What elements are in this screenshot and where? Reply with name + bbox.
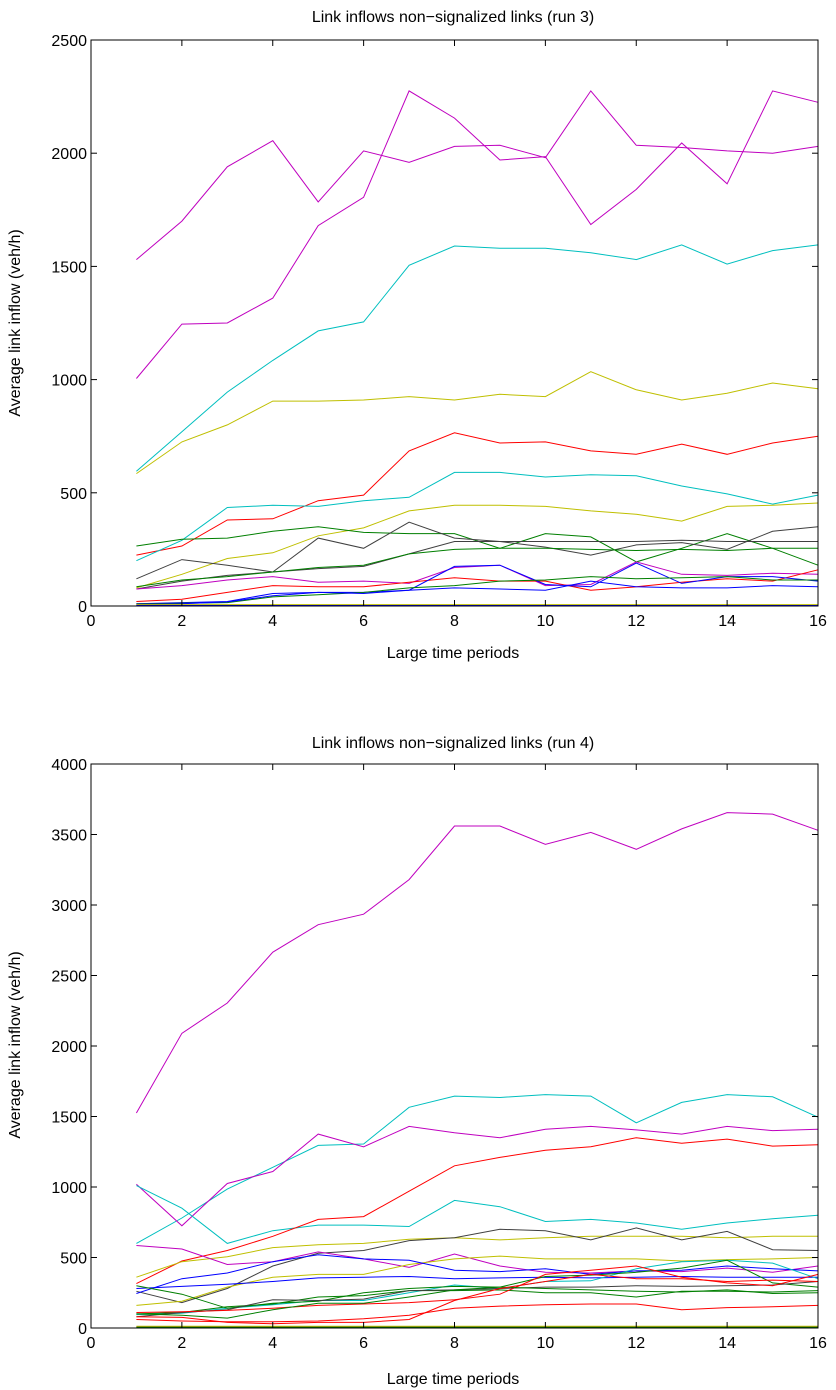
x-tick-label: 14 <box>718 1335 736 1352</box>
x-tick-label: 16 <box>809 1335 827 1352</box>
series-line-17 <box>136 1286 819 1319</box>
y-tick-label: 3000 <box>51 898 87 915</box>
series-line-5 <box>136 432 819 556</box>
series-line-8 <box>136 526 819 566</box>
series-line-4 <box>136 371 819 475</box>
series-line-5 <box>136 1137 819 1285</box>
y-tick-label: 3500 <box>51 828 87 845</box>
x-tick-label: 10 <box>536 1335 554 1352</box>
x-tick-label: 8 <box>450 613 459 630</box>
series-line-4 <box>136 1185 819 1244</box>
y-tick-label: 1500 <box>51 1110 87 1127</box>
y-tick-label: 2000 <box>51 1039 87 1056</box>
x-axis-label: Large time periods <box>387 1371 520 1388</box>
x-tick-label: 12 <box>627 613 645 630</box>
y-tick-label: 500 <box>60 1251 87 1268</box>
x-tick-label: 10 <box>536 613 554 630</box>
x-tick-label: 14 <box>718 613 736 630</box>
series-line-15 <box>136 1281 819 1318</box>
y-tick-label: 2000 <box>51 146 87 163</box>
series-line-14 <box>136 562 819 605</box>
series-line-6 <box>136 471 819 562</box>
series-line-1 <box>136 90 819 260</box>
x-tick-label: 8 <box>450 1335 459 1352</box>
series-line-2 <box>136 90 819 379</box>
plot-frame <box>90 763 819 1329</box>
series-line-1 <box>135 812 819 1114</box>
series-line-7 <box>136 502 819 589</box>
chart-run3: Link inflows non−signalized links (run 3… <box>7 9 827 662</box>
series-group <box>135 812 819 1328</box>
series-group <box>136 90 819 606</box>
series-line-18 <box>136 1303 819 1323</box>
series-line-10 <box>136 539 818 590</box>
chart-title: Link inflows non−signalized links (run 3… <box>312 9 594 26</box>
chart-title: Link inflows non−signalized links (run 4… <box>312 735 594 752</box>
plot-frame <box>90 39 819 607</box>
x-axis-label: Large time periods <box>387 645 520 662</box>
chart-run4: Link inflows non−signalized links (run 4… <box>7 735 827 1388</box>
x-tick-label: 2 <box>177 1335 186 1352</box>
y-tick-label: 2500 <box>51 33 87 50</box>
y-tick-label: 1000 <box>51 1180 87 1197</box>
x-tick-label: 12 <box>627 1335 645 1352</box>
y-tick-label: 1500 <box>51 259 87 276</box>
series-line-7 <box>136 1227 819 1304</box>
series-line-3 <box>136 244 819 472</box>
series-line-15 <box>136 576 818 605</box>
x-tick-label: 4 <box>268 1335 277 1352</box>
series-line-16 <box>136 580 819 605</box>
x-tick-label: 0 <box>87 1335 96 1352</box>
x-tick-label: 6 <box>359 613 368 630</box>
series-line-10 <box>136 1254 819 1294</box>
x-tick-label: 16 <box>809 613 827 630</box>
series-line-2 <box>136 1094 819 1244</box>
x-tick-label: 2 <box>177 613 186 630</box>
series-line-11 <box>136 1275 818 1289</box>
y-tick-label: 0 <box>78 1321 87 1338</box>
y-tick-label: 0 <box>78 599 87 616</box>
series-line-8 <box>136 1245 819 1274</box>
series-line-11 <box>136 547 818 588</box>
x-tick-label: 4 <box>268 613 277 630</box>
y-axis-label: Average link inflow (veh/h) <box>7 229 24 416</box>
series-line-9 <box>136 1255 819 1306</box>
y-tick-label: 1000 <box>51 373 87 390</box>
series-line-3 <box>136 1125 819 1227</box>
x-tick-label: 6 <box>359 1335 368 1352</box>
series-line-9 <box>136 521 819 580</box>
y-tick-label: 2500 <box>51 969 87 986</box>
y-tick-label: 500 <box>60 486 87 503</box>
series-line-19 <box>136 1273 819 1325</box>
y-axis-label: Average link inflow (veh/h) <box>7 951 24 1138</box>
series-line-6 <box>136 1235 818 1278</box>
y-tick-label: 4000 <box>51 757 87 774</box>
series-line-12 <box>136 561 819 590</box>
x-tick-label: 0 <box>87 613 96 630</box>
